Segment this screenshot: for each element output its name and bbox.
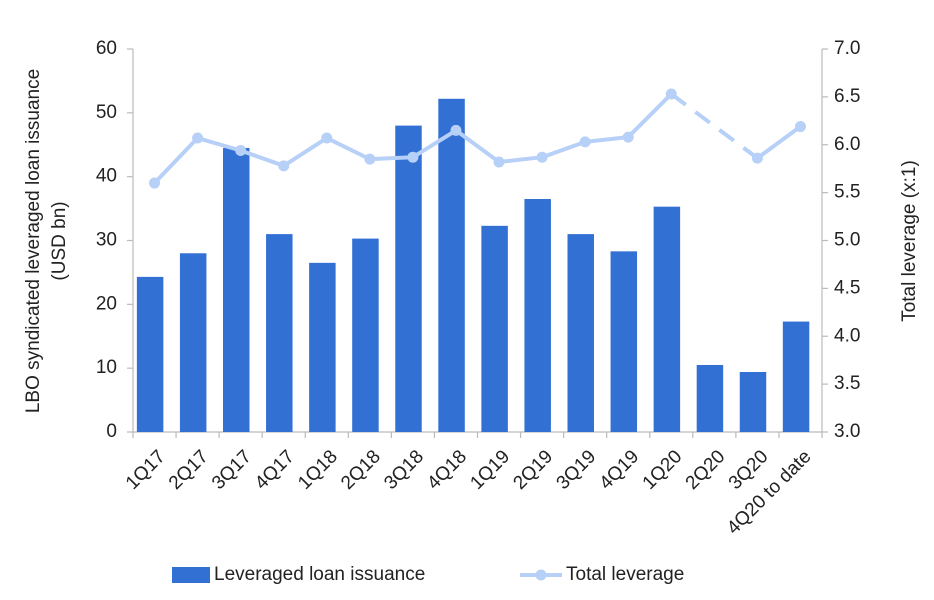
y2-tick-label: 7.0 [834, 38, 860, 59]
y2-tick-label: 3.5 [834, 373, 860, 394]
line-point [665, 88, 677, 100]
y-tick-label: 10 [96, 357, 117, 378]
bar [610, 251, 638, 432]
y-tick-label: 20 [96, 293, 117, 314]
x-tick-label: 3Q19 [553, 446, 601, 494]
x-tick-label: 1Q19 [466, 446, 514, 494]
x-tick-label: 3Q17 [208, 446, 256, 494]
x-tick-label: 2Q18 [337, 446, 385, 494]
bar [438, 98, 465, 432]
y-tick-label: 60 [96, 38, 117, 59]
bar [739, 371, 767, 432]
legend-label: Leveraged loan issuance [214, 564, 425, 585]
legend-swatch [535, 569, 547, 581]
line-point [794, 121, 806, 133]
line-point [192, 132, 204, 144]
bar [782, 321, 810, 432]
y-tick-label: 0 [106, 421, 117, 442]
x-tick-label: 4Q17 [251, 446, 299, 494]
line-point [493, 156, 505, 168]
bar [567, 234, 594, 432]
y-axis-title: LBO syndicated leveraged loan issuance [23, 69, 44, 413]
line-point [278, 160, 290, 172]
y2-tick-label: 4.5 [834, 277, 860, 298]
x-tick-label: 3Q18 [380, 446, 428, 494]
bar [136, 276, 164, 432]
x-tick-label: 2Q19 [509, 446, 557, 494]
bar [524, 199, 551, 432]
y-axis-title: (USD bn) [49, 201, 70, 280]
x-tick-label: 4Q19 [596, 446, 644, 494]
line-point [364, 153, 376, 165]
bar [352, 238, 379, 432]
x-tick-label: 1Q18 [294, 446, 342, 494]
y-tick-label: 50 [96, 102, 117, 123]
x-tick-label: 1Q17 [122, 446, 170, 494]
y2-tick-label: 3.0 [834, 421, 860, 442]
y-tick-label: 40 [96, 166, 117, 187]
y2-tick-label: 6.0 [834, 134, 860, 155]
bar [309, 262, 336, 432]
line-gap [670, 92, 759, 160]
bar [223, 147, 250, 433]
line-point [622, 131, 634, 143]
x-tick-label: 4Q18 [423, 446, 471, 494]
y2-tick-label: 4.0 [834, 325, 860, 346]
bar [696, 364, 724, 432]
line [756, 124, 802, 160]
y2-tick-label: 5.5 [834, 182, 860, 203]
line-point [751, 152, 763, 164]
bar [266, 234, 293, 432]
bar [481, 225, 508, 432]
line-point [149, 177, 161, 189]
x-tick-label: 2Q20 [682, 446, 730, 494]
line-point [450, 124, 462, 136]
y-tick-label: 30 [96, 230, 117, 251]
line-point [407, 151, 419, 163]
x-tick-label: 2Q17 [165, 446, 213, 494]
line-point [536, 151, 548, 163]
legend-label: Total leverage [566, 564, 684, 585]
bar [653, 206, 681, 432]
y2-axis-title: Total leverage (x:1) [899, 160, 920, 322]
y2-tick-label: 5.0 [834, 230, 860, 251]
x-tick-label: 1Q20 [639, 446, 687, 494]
line-point [321, 132, 333, 144]
line-point [579, 136, 591, 148]
legend-swatch [172, 567, 210, 583]
y2-tick-label: 6.5 [834, 86, 860, 107]
bar [395, 125, 422, 432]
bar [179, 253, 207, 432]
line-point [235, 144, 247, 156]
